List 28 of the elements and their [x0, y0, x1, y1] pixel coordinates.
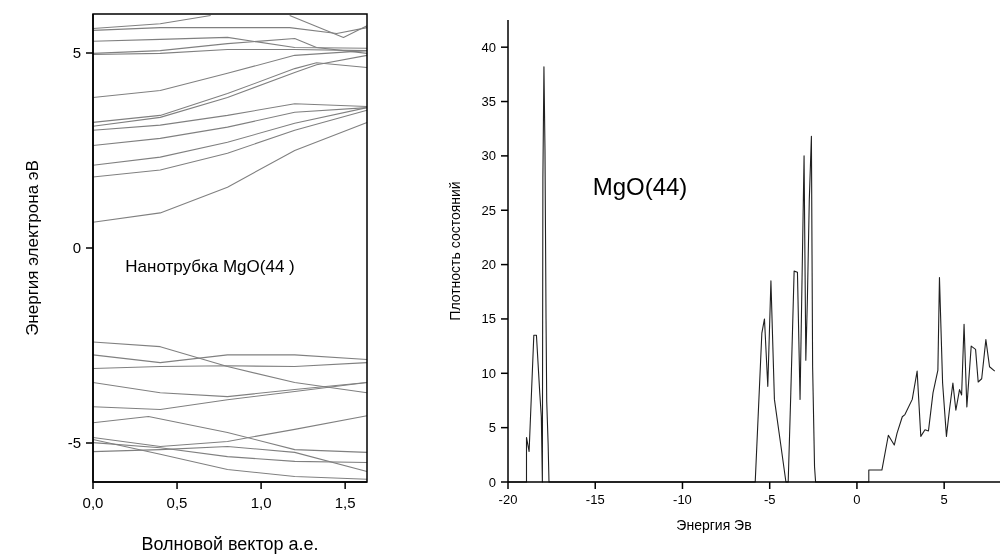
x-axis-title: Волновой вектор а.е.: [141, 534, 319, 554]
x-tick-label: -5: [763, 492, 776, 507]
y-tick-label: 30: [481, 148, 496, 164]
y-tick-label: -5: [67, 434, 81, 452]
y-tick-label: 25: [481, 202, 496, 218]
x-tick-label: 1,0: [250, 494, 272, 511]
x-tick-label: -10: [673, 492, 692, 507]
x-tick-label: 0,5: [166, 494, 188, 511]
x-tick-label: 1,5: [334, 494, 356, 511]
x-tick-label: 0,0: [82, 494, 104, 511]
y-axis-title: Энергия электрона эВ: [23, 160, 42, 336]
x-tick-label: 5: [940, 492, 948, 507]
y-tick-label: 40: [481, 39, 496, 55]
y-tick-label: 20: [481, 257, 496, 273]
y-tick-label: 15: [481, 311, 496, 327]
y-tick-label: 0: [488, 474, 496, 490]
x-tick-label: -15: [585, 492, 605, 507]
y-tick-label: 0: [72, 239, 81, 257]
x-axis-title: Энергия Эв: [676, 517, 752, 533]
y-tick-label: 5: [488, 420, 496, 436]
y-tick-label: 10: [481, 365, 496, 381]
annotation: MgO(44): [592, 173, 688, 200]
annotation: Нанотрубка MgO(44 ): [125, 257, 295, 276]
x-tick-label: -20: [498, 492, 518, 507]
y-tick-label: 5: [72, 44, 81, 62]
y-tick-label: 35: [481, 94, 496, 110]
y-axis-title: Плотность состояний: [447, 181, 463, 321]
x-tick-label: 0: [853, 492, 861, 507]
